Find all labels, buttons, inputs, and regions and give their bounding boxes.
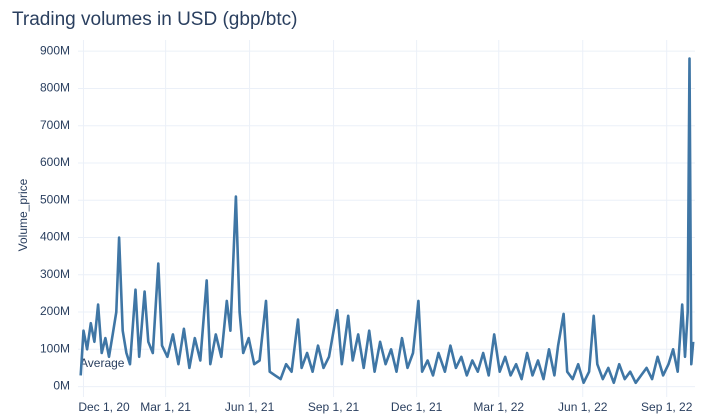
annotation: Average [80, 356, 125, 370]
data-line [79, 57, 695, 385]
y-tick-label: 200M [40, 304, 70, 318]
y-tick-label: 100M [40, 341, 70, 355]
y-tick-label: 400M [40, 230, 70, 244]
y-tick-label: 900M [40, 43, 70, 57]
x-tick-label: Sep 1, 22 [641, 400, 693, 414]
y-tick-label: 300M [40, 267, 70, 281]
chart-title: Trading volumes in USD (gbp/btc) [12, 9, 297, 30]
x-tick-label: Dec 1, 21 [391, 400, 443, 414]
y-tick-label: 0M [53, 379, 70, 393]
x-tick-label: Jun 1, 22 [558, 400, 608, 414]
x-tick-label: Mar 1, 21 [140, 400, 191, 414]
y-axis-label: Volume_price [16, 178, 30, 251]
x-tick-label: Dec 1, 20 [78, 400, 130, 414]
y-tick-label: 800M [40, 81, 70, 95]
x-tick-label: Mar 1, 22 [473, 400, 524, 414]
y-tick-label: 600M [40, 155, 70, 169]
x-tick-label: Sep 1, 21 [308, 400, 360, 414]
x-tick-label: Jun 1, 21 [225, 400, 275, 414]
y-tick-label: 500M [40, 192, 70, 206]
y-tick-label: 700M [40, 118, 70, 132]
